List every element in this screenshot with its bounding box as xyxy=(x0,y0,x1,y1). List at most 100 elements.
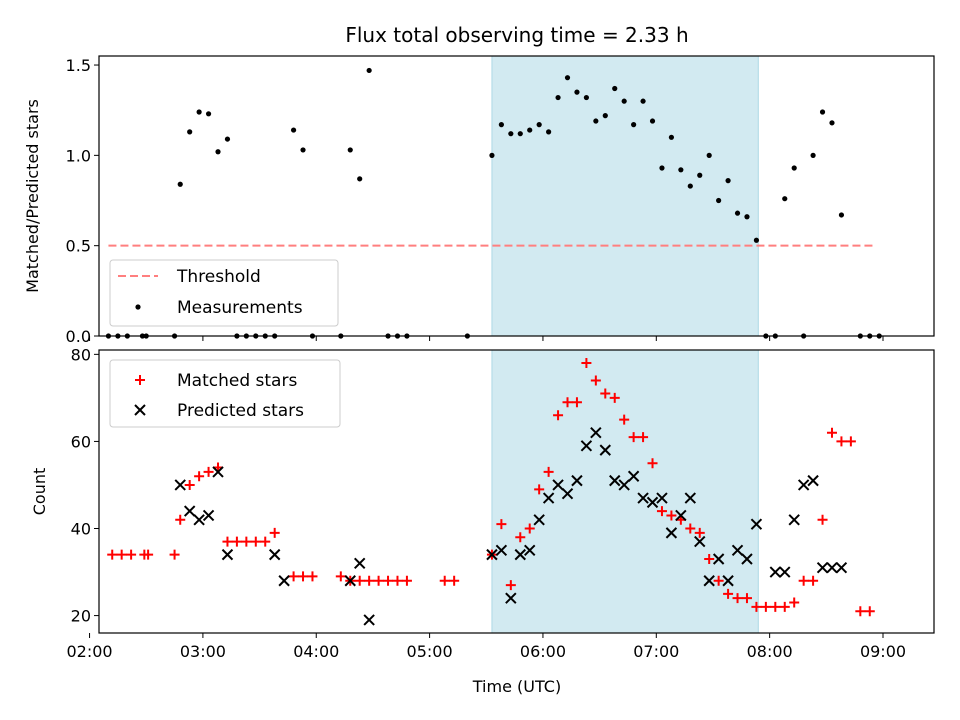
y-axis-label: Matched/Predicted stars xyxy=(23,99,42,293)
matched-point xyxy=(666,510,677,521)
matched-point xyxy=(845,436,856,447)
predicted-point xyxy=(552,479,564,491)
legend: Threshold Measurements xyxy=(109,259,339,327)
measurement-point xyxy=(196,109,202,115)
matched-point xyxy=(222,536,233,547)
measurement-point xyxy=(564,75,571,81)
matched-point xyxy=(307,571,318,582)
predicted-point xyxy=(675,509,687,522)
predicted-point xyxy=(590,427,602,439)
matched-point xyxy=(543,466,554,477)
chart-title: Flux total observing time = 2.33 h xyxy=(345,23,688,47)
predicted-point xyxy=(722,575,734,587)
legend-matched-label: Matched stars xyxy=(177,371,297,391)
y-tick-label: 60 xyxy=(71,432,91,451)
matched-point xyxy=(203,466,214,477)
predicted-point xyxy=(268,548,281,561)
predicted-point xyxy=(486,548,498,561)
matched-point xyxy=(553,410,564,421)
measurement-point xyxy=(536,122,542,128)
measurement-point xyxy=(734,210,741,216)
matched-point xyxy=(231,536,242,547)
matched-point xyxy=(269,527,280,538)
matched-point xyxy=(496,519,507,530)
axes-frame xyxy=(98,55,935,337)
predicted-point xyxy=(816,561,829,574)
matched-point xyxy=(175,514,186,525)
predicted-point xyxy=(495,544,508,556)
matched-point xyxy=(169,549,180,560)
series-predicted-stars xyxy=(174,427,848,626)
matched-point xyxy=(581,358,592,369)
predicted-point xyxy=(183,505,196,517)
measurement-point xyxy=(659,165,665,171)
predicted-point xyxy=(571,474,583,487)
legend-threshold-label: Threshold xyxy=(176,267,261,287)
matched-point xyxy=(505,580,516,591)
measurement-point xyxy=(555,94,561,101)
matched-point xyxy=(515,532,526,543)
predicted-point xyxy=(363,614,375,626)
measurement-point xyxy=(791,165,797,171)
matched-point xyxy=(600,388,611,399)
measurement-point xyxy=(527,127,533,133)
matched-point xyxy=(789,597,800,608)
measurement-point xyxy=(810,152,816,158)
measurement-point xyxy=(668,134,675,140)
matched-point xyxy=(628,432,639,443)
predicted-point xyxy=(542,492,555,504)
predicted-point xyxy=(278,575,290,587)
matched-point xyxy=(524,523,535,534)
matched-point xyxy=(723,588,734,599)
predicted-point xyxy=(797,479,810,491)
measurement-point xyxy=(838,212,845,218)
measurement-point xyxy=(602,113,608,119)
measurement-point xyxy=(612,85,618,92)
matched-point xyxy=(638,432,649,443)
highlight-span xyxy=(491,56,759,336)
measurement-point xyxy=(508,131,514,137)
matched-point xyxy=(656,506,667,517)
y-tick-label: 0.5 xyxy=(66,237,91,256)
x-tick-label: 08:00 xyxy=(747,642,793,661)
predicted-point xyxy=(769,566,782,578)
matched-point xyxy=(760,601,771,612)
measurement-point xyxy=(819,109,826,115)
matched-point xyxy=(798,575,809,586)
measurement-point xyxy=(697,172,703,178)
matched-point xyxy=(143,549,154,560)
predicted-point xyxy=(353,557,366,570)
matched-point xyxy=(194,471,205,482)
predicted-point xyxy=(627,470,640,482)
measurement-point xyxy=(300,147,306,153)
x-tick-label: 02:00 xyxy=(66,642,112,661)
measurement-point xyxy=(687,183,693,189)
matched-point xyxy=(836,436,847,447)
matched-point xyxy=(751,601,762,612)
measurement-point xyxy=(621,98,627,104)
measurement-point xyxy=(649,118,656,124)
legend-matched-swatch xyxy=(135,375,145,385)
matched-point xyxy=(571,397,582,408)
measurement-point xyxy=(517,131,523,137)
matched-point xyxy=(383,575,394,586)
matched-point xyxy=(288,571,299,582)
predicted-point xyxy=(344,575,356,587)
matched-point xyxy=(732,593,743,604)
measurement-point xyxy=(347,147,353,153)
highlight-span xyxy=(491,350,759,633)
matched-point xyxy=(741,593,752,604)
predicted-point xyxy=(807,474,819,487)
predicted-point xyxy=(637,492,649,504)
x-tick-label: 05:00 xyxy=(407,642,453,661)
matched-point xyxy=(685,523,696,534)
bottom-panel: 20 40 60 80 Count 02:00 03:00 04:00 05:00 06:00 07… xyxy=(30,345,935,661)
measurement-point xyxy=(744,214,750,220)
predicted-point xyxy=(212,466,224,478)
matched-point xyxy=(619,414,630,425)
matched-point xyxy=(364,575,375,586)
measurement-point xyxy=(631,122,637,128)
predicted-point xyxy=(712,553,725,565)
matched-point xyxy=(855,606,866,617)
